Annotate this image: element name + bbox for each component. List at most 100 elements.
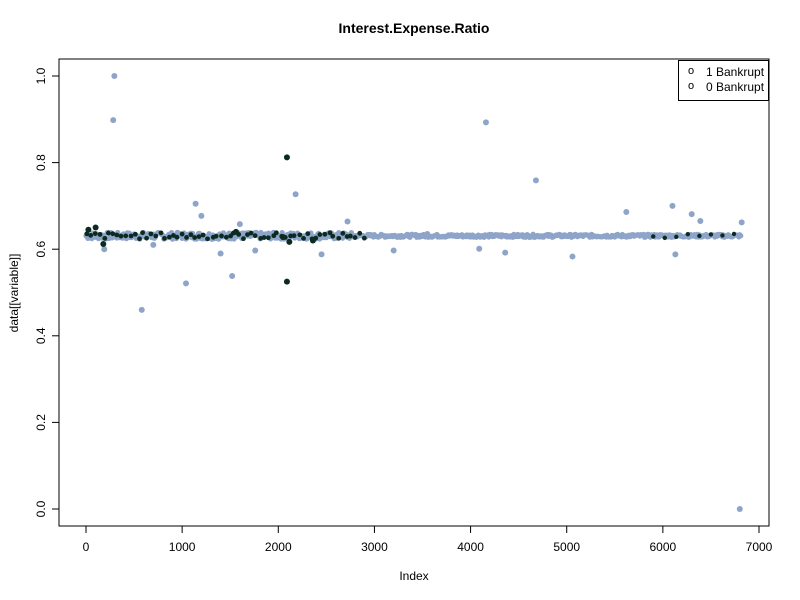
point-0-bankrupt [182,280,189,287]
point-0-bankrupt [344,218,351,225]
y-tick-label: 0.6 [34,241,48,258]
band-point-bankrupt [128,233,134,239]
point-0-bankrupt [229,273,236,280]
x-tick-label: 0 [83,540,90,554]
point-0-bankrupt [236,221,243,228]
band-point-bankrupt [317,232,323,237]
band-point-bankrupt [200,232,206,238]
band-point-bankrupt [708,232,714,237]
y-tick-label: 0.8 [34,154,48,171]
point-0-bankrupt [198,212,205,219]
point-0-bankrupt [532,177,539,184]
band-point-bankrupt [305,231,311,237]
point-0-bankrupt [669,202,676,209]
point-0-bankrupt [252,247,259,254]
band-point-bankrupt [720,233,725,238]
band-point-bankrupt [92,231,98,236]
point-0-bankrupt [476,245,483,252]
legend-item-1-bankrupt: o 1 Bankrupt [679,65,768,80]
band-point-bankrupt [357,230,363,236]
band-point-bankrupt [205,236,210,242]
y-tick-label: 0.4 [34,327,48,344]
band-point-bankrupt [273,230,279,236]
band-point-bankrupt [114,232,120,238]
legend-label-1-bankrupt: 1 Bankrupt [706,65,765,79]
point-1-bankrupt [92,224,99,231]
band-point-bankrupt [248,230,254,236]
point-0-bankrupt [736,506,743,512]
band-point-bankrupt [166,234,172,240]
y-axis: 0.0 0.2 0.4 0.6 0.8 1.0 [34,67,60,517]
band-point-bankrupt [245,232,250,238]
band-point-bankrupt [179,231,185,237]
band-point-bankrupt [174,234,180,240]
point-1-bankrupt [85,226,92,233]
point-1-bankrupt [283,278,290,285]
band-point [738,233,744,239]
point-0-bankrupt [217,250,224,257]
point-0-bankrupt [502,249,509,256]
band-point-bankrupt [361,235,367,241]
point-0-bankrupt [192,200,199,207]
point-0-bankrupt [672,251,679,258]
band-point-bankrupt [322,231,328,237]
band-point-bankrupt [291,233,297,239]
band-point-bankrupt [288,233,294,239]
band-point-bankrupt [144,235,149,241]
point-0-bankrupt [138,306,145,313]
x-axis: 0 1000 2000 3000 4000 5000 6000 7000 [83,525,773,554]
band-point-bankrupt [347,233,353,239]
x-tick-label: 4000 [457,540,484,554]
x-tick-label: 5000 [553,540,580,554]
band-point-bankrupt [261,235,267,240]
band-point-bankrupt [184,235,189,240]
point-0-bankrupt [111,73,118,79]
legend: o 1 Bankrupt o 0 Bankrupt [678,60,769,101]
point-1-bankrupt [309,237,316,244]
band-point-bankrupt [97,232,103,237]
band-point-bankrupt [265,235,271,241]
band-point-bankrupt [223,234,229,240]
band-point-bankrupt [153,233,159,239]
band-point-bankrupt [685,232,691,237]
dense-band [83,229,744,242]
y-tick-label: 1.0 [34,67,48,84]
band-point-bankrupt [162,236,167,241]
band-point-bankrupt [697,233,702,239]
point-0-bankrupt [292,191,299,198]
legend-symbol-1-bankrupt: o [688,65,695,77]
band-point-bankrupt [651,234,656,239]
point-1-bankrupt [100,241,107,248]
band-point-bankrupt [731,231,737,237]
point-0-bankrupt [424,231,431,238]
y-tick-label: 0.2 [34,414,48,431]
x-tick-label: 6000 [650,540,677,554]
x-tick-label: 2000 [265,540,292,554]
band-point-bankrupt [140,230,145,236]
plot-frame [58,58,770,527]
point-0-bankrupt [688,211,695,218]
band-point-bankrupt [158,230,164,236]
point-0-bankrupt [101,246,108,253]
point-0-bankrupt [697,218,704,225]
point-1-bankrupt [283,154,290,161]
x-tick-label: 1000 [169,540,196,554]
y-tick-label: 0.0 [34,500,48,517]
band-point-bankrupt [219,233,224,239]
point-1-bankrupt [286,238,293,245]
point-0-bankrupt [569,253,576,260]
x-axis-label: Index [399,569,429,583]
band-point-bankrupt [352,235,358,240]
band-point-bankrupt [213,233,219,239]
band-point-bankrupt [132,231,138,237]
band-point-bankrupt [188,232,194,238]
band-point-bankrupt [662,235,667,241]
band-point-bankrupt [196,234,202,240]
point-0-bankrupt [738,219,745,226]
band-point-bankrupt [192,235,198,240]
band-point-bankrupt [118,233,124,239]
band-point [336,229,342,236]
band-point-bankrupt [137,236,142,242]
legend-item-0-bankrupt: o 0 Bankrupt [679,80,768,95]
